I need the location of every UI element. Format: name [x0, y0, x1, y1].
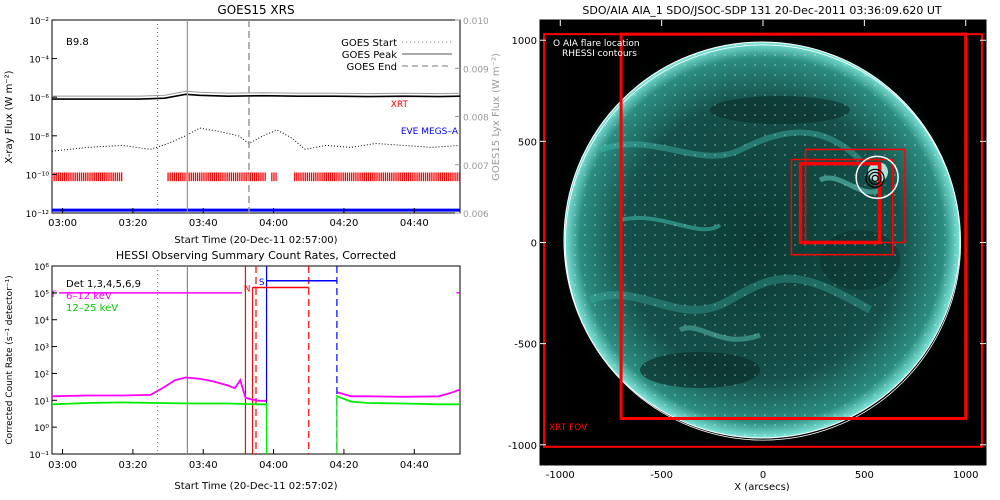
goes-x-tick-label: 03:40: [189, 218, 218, 229]
goes-y-tick-label: 10⁻⁸: [29, 133, 49, 143]
goes-right-tick-label: 0.006: [463, 210, 489, 220]
hessi-title: HESSI Observing Summary Count Rates, Cor…: [116, 249, 396, 262]
sdo-panel: SDO/AIA AIA_1 SDO/JSOC-SDP 131 20-Dec-20…: [508, 4, 987, 493]
sdo-y-tick-label: 500: [518, 137, 537, 148]
rhessi-contour: [871, 174, 879, 182]
hessi-legend-high: 12–25 keV: [66, 303, 118, 314]
sdo-legend-aia: O AIA flare location: [553, 39, 640, 49]
hessi-flag-label: N: [244, 284, 251, 294]
sdo-y-tick-label: 0: [531, 239, 537, 250]
hessi-x-tick-label: 04:00: [259, 460, 288, 471]
aia-flare-location-marker: [855, 155, 899, 200]
sdo-x-tick-label: 0: [760, 470, 766, 481]
goes-plot-frame: [51, 19, 461, 214]
goes-x-tick-label: 03:00: [48, 218, 77, 229]
sdo-x-tick-label: -500: [650, 470, 673, 481]
hessi-y-tick-label: 10⁻¹: [29, 451, 49, 461]
goes-y-tick-label: 10⁻¹²: [26, 210, 50, 220]
goes-class-label: B9.8: [66, 37, 89, 48]
hessi-series-2: [336, 388, 461, 398]
sdo-x-tick-label: 500: [855, 470, 874, 481]
hessi-flag-label: S: [259, 278, 265, 288]
goes-x-tick-label: 04:40: [400, 218, 429, 229]
goes-y-tick-label: 10⁻⁴: [29, 56, 49, 66]
hessi-y-tick-label: 10⁶: [34, 263, 49, 273]
hessi-x-tick-label: 03:20: [118, 460, 147, 471]
aia-subfield-box: [790, 158, 894, 256]
rhessi-contour: [865, 168, 885, 188]
hessi-xlabel: Start Time (20-Dec-11 02:57:02): [174, 481, 337, 492]
goes-series-lyx: [52, 90, 461, 97]
hessi-x-tick-label: 03:00: [48, 460, 77, 471]
disk-texture: [564, 42, 960, 438]
hessi-x-tick-label: 04:40: [400, 460, 429, 471]
goes-xrt-annotation: XRT: [391, 100, 409, 110]
sdo-y-tick-label: -500: [514, 340, 537, 351]
goes-x-tick-label: 03:20: [118, 218, 147, 229]
goes-legend-start: GOES Start: [341, 38, 397, 49]
goes-right-tick-label: 0.010: [463, 17, 489, 27]
xrt-fov-box: [543, 33, 983, 448]
sdo-x-tick-label: 1000: [953, 470, 978, 481]
sdo-fov-label: XRT FOV: [549, 423, 588, 433]
sdo-y-tick-label: -1000: [508, 441, 537, 452]
goes-series-long: [52, 93, 461, 100]
aia-subfield-box: [798, 161, 882, 245]
goes-eve-annotation: EVE MEGS–A: [401, 127, 459, 137]
sdo-title: SDO/AIA AIA_1 SDO/JSOC-SDP 131 20-Dec-20…: [582, 4, 941, 17]
goes-series-short: [51, 127, 461, 152]
sdo-y-tick-label: 1000: [512, 36, 537, 47]
hessi-flag-label: F: [52, 290, 57, 300]
sdo-xlabel: X (arcsecs): [734, 482, 790, 493]
goes-y-tick-label: 10⁻¹⁰: [26, 171, 50, 181]
goes-legend: GOES Start GOES Peak GOES End: [341, 38, 452, 73]
goes-y-tick-label: 10⁻⁶: [29, 94, 49, 104]
goes-right-tick-label: 0.008: [463, 114, 489, 124]
hessi-series-3: [336, 395, 460, 406]
hessi-legend-low: 6–12 keV: [66, 291, 112, 302]
hessi-series-0: [51, 376, 267, 402]
rhessi-contour: [868, 171, 882, 185]
hessi-ylabel: Corrected Count Rate (s⁻¹ detector⁻¹): [5, 275, 15, 444]
goes-legend-end: GOES End: [347, 62, 397, 73]
solar-radius-ring: [564, 44, 962, 441]
goes-y-tick-label: 10⁻²: [29, 17, 49, 27]
hessi-y-tick-label: 10⁵: [34, 290, 49, 300]
solar-limb: [563, 41, 961, 439]
goes-xlabel: Start Time (20-Dec-11 02:57:00): [174, 235, 337, 246]
hessi-x-tick-label: 03:40: [189, 460, 218, 471]
hessi-y-tick-label: 10²: [34, 370, 49, 380]
hessi-detectors: Det 1,3,4,5,6,9: [66, 279, 141, 290]
goes-panel: GOES15 XRS 03:00 03:20 03:40 04:00 04:20 04:4…: [4, 3, 502, 246]
goes-ylabel-right: GOES15 Lyx Flux (W m⁻²): [491, 53, 502, 181]
hessi-y-tick-label: 10¹: [34, 397, 49, 407]
goes-ylabel: X-ray Flux (W m⁻²): [4, 70, 15, 163]
sdo-legend-rhessi: RHESSI contours: [562, 49, 637, 59]
sdo-x-tick-label: -1000: [546, 470, 575, 481]
hessi-y-tick-label: 10⁴: [34, 317, 49, 327]
goes-title: GOES15 XRS: [217, 3, 294, 17]
sdo-legend: O AIA flare location RHESSI contours: [553, 39, 640, 59]
hessi-legend: Det 1,3,4,5,6,9 6–12 keV 12–25 keV: [66, 279, 141, 314]
goes-right-tick-label: 0.007: [463, 162, 489, 172]
goes-right-tick-label: 0.009: [463, 65, 489, 75]
goes-x-tick-label: 04:20: [330, 218, 359, 229]
hessi-y-tick-label: 10⁰: [34, 424, 49, 434]
hessi-panel: HESSI Observing Summary Count Rates, Cor…: [5, 249, 461, 492]
hessi-x-tick-label: 04:20: [330, 460, 359, 471]
hessi-y-tick-label: 10³: [34, 344, 49, 354]
goes-x-tick-label: 04:00: [259, 218, 288, 229]
goes-legend-peak: GOES Peak: [342, 50, 397, 61]
hessi-series-1: [51, 401, 267, 406]
